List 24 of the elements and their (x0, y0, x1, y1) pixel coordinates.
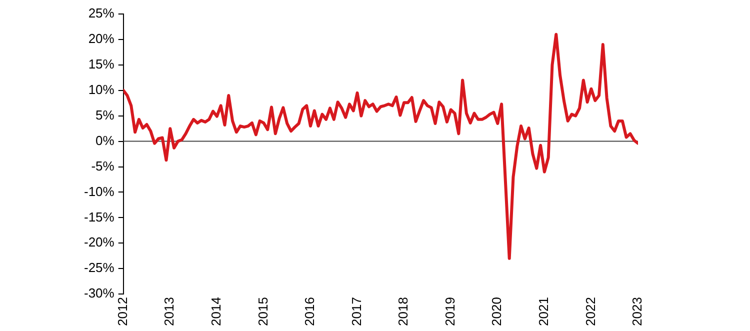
y-tick-label: -20% (84, 234, 115, 250)
x-tick-label: 2019 (442, 297, 458, 326)
x-tick-label: 2015 (255, 297, 270, 326)
y-tick-label: -5% (91, 158, 115, 174)
y-tick-label: -15% (84, 209, 115, 224)
y-tick-label: 20% (88, 31, 115, 46)
y-tick-label: -10% (84, 184, 115, 199)
x-tick-label: 2018 (396, 297, 411, 326)
x-tick-label: 2022 (582, 297, 598, 326)
y-tick-label: 0% (96, 132, 115, 148)
y-tick-label: -25% (84, 260, 115, 276)
x-tick-label: 2020 (489, 297, 504, 326)
x-tick-label: 2014 (208, 297, 224, 326)
x-tick-label: 2021 (536, 297, 552, 326)
y-tick-label: 15% (88, 56, 115, 72)
x-tick-label: 2013 (162, 297, 177, 326)
x-tick-label: 2012 (114, 297, 130, 326)
x-tick-label: 2023 (630, 297, 645, 326)
y-tick-label: -30% (84, 286, 115, 301)
y-tick-label: 5% (96, 107, 115, 122)
y-tick-label: 10% (88, 82, 115, 97)
y-tick-label: 25% (88, 6, 115, 21)
x-tick-label: 2016 (302, 297, 318, 326)
x-tick-label: 2017 (348, 297, 364, 326)
